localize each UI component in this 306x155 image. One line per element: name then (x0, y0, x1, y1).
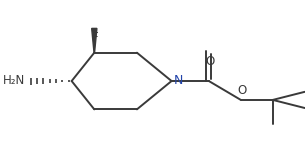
Text: O: O (205, 55, 214, 68)
Text: O: O (237, 84, 246, 97)
Polygon shape (92, 28, 97, 53)
Text: N: N (174, 74, 183, 87)
Text: H₂N: H₂N (3, 74, 25, 87)
Text: F: F (92, 31, 99, 44)
